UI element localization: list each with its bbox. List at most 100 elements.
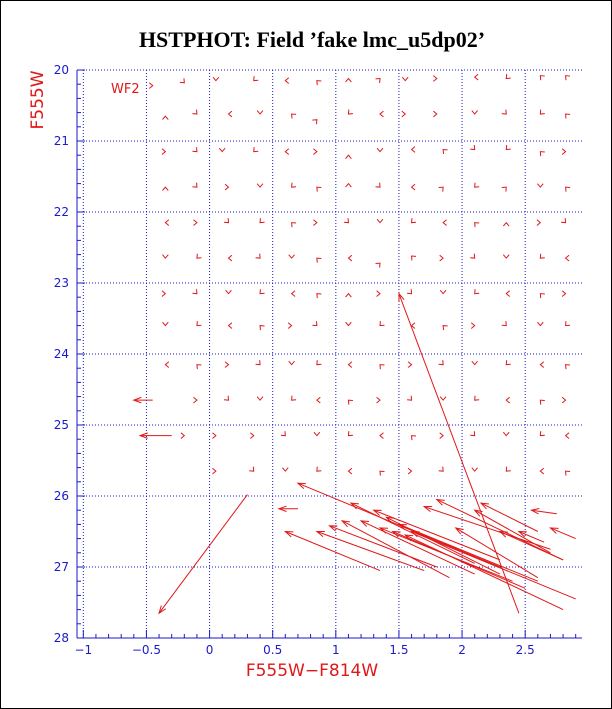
vector-arrow: [329, 525, 437, 568]
vector-marker: [316, 360, 322, 366]
vector-marker: [537, 321, 544, 327]
vector-marker: [539, 293, 545, 299]
vector-marker: [164, 219, 170, 226]
vector-marker: [290, 290, 296, 297]
vector-marker: [565, 113, 571, 119]
vector-arrow: [158, 494, 248, 614]
vector-marker: [505, 290, 511, 297]
x-tick-label: 0: [206, 643, 214, 657]
vector-marker: [407, 467, 413, 475]
vector-marker: [192, 289, 198, 295]
vector-marker: [539, 361, 545, 368]
vector-marker: [291, 222, 297, 228]
vector-arrow: [297, 482, 501, 568]
vector-marker: [539, 253, 545, 259]
vector-marker: [345, 321, 352, 327]
vector-marker: [343, 218, 349, 224]
vector-marker: [224, 361, 230, 368]
vector-marker: [193, 219, 198, 226]
y-tick-label: 20: [54, 63, 69, 77]
vector-arrow: [373, 509, 501, 561]
y-axis-label: F555W: [28, 70, 48, 129]
vector-arrow-head: [422, 505, 433, 513]
y-tick-label: 27: [54, 560, 69, 574]
vector-marker: [162, 115, 169, 120]
vector-marker: [347, 109, 353, 115]
vector-marker: [407, 395, 413, 401]
vector-marker: [565, 186, 571, 192]
vector-marker: [539, 467, 545, 475]
vector-arrow-head: [403, 534, 414, 542]
y-tick-label: 21: [54, 134, 69, 148]
vector-marker: [148, 82, 154, 89]
vector-marker: [439, 432, 444, 439]
vector-marker: [347, 361, 353, 368]
y-tick-label: 25: [54, 418, 69, 432]
vector-arrow-head: [410, 530, 420, 538]
vector-marker: [316, 186, 322, 192]
vector-arrow: [398, 293, 520, 614]
vector-marker: [345, 154, 352, 159]
vector-marker: [501, 321, 507, 327]
vector-marker: [347, 467, 353, 475]
vector-arrow: [518, 531, 545, 543]
vector-marker: [255, 360, 261, 366]
vector-arrow: [531, 509, 557, 515]
vector-marker: [470, 144, 476, 151]
vector-marker: [223, 218, 230, 224]
vector-marker: [376, 396, 381, 404]
vector-marker: [249, 466, 255, 472]
vector-marker: [316, 293, 322, 299]
vector-arrow-head: [517, 530, 527, 538]
vector-arrow-head: [378, 527, 389, 534]
vector-marker: [473, 73, 479, 81]
vector-marker: [442, 148, 448, 155]
vector-arrow-head: [277, 505, 287, 512]
vector-marker: [565, 321, 571, 327]
vector-marker: [179, 78, 185, 84]
vector-marker: [347, 431, 353, 437]
vector-arrow-head: [398, 292, 405, 302]
vector-arrow: [499, 531, 564, 561]
vector-marker: [433, 75, 438, 82]
vector-marker: [561, 148, 567, 155]
vector-marker: [253, 76, 259, 82]
vector-marker: [162, 186, 169, 191]
vector-arrow-head: [132, 396, 142, 404]
vector-arrow: [285, 531, 381, 572]
vector-arrow-head: [158, 605, 167, 615]
vector-marker: [438, 360, 444, 366]
vector-marker: [505, 360, 511, 366]
vector-marker: [212, 467, 217, 475]
vector-marker: [401, 110, 407, 118]
vector-marker: [501, 186, 507, 192]
vector-arrow-head: [435, 498, 445, 506]
y-tick-label: 28: [54, 631, 69, 645]
x-tick-label: 1.5: [389, 643, 408, 657]
vector-marker: [470, 322, 476, 329]
vector-marker: [288, 254, 295, 259]
vector-marker: [442, 219, 447, 226]
vector-marker: [474, 289, 480, 295]
vector-marker: [410, 146, 416, 153]
vector-marker: [347, 399, 353, 405]
vector-marker: [536, 219, 542, 226]
vector-marker: [253, 147, 259, 153]
vector-marker: [161, 148, 167, 155]
vector-arrow: [436, 499, 564, 561]
vector-marker: [505, 73, 511, 80]
vector-marker: [375, 77, 381, 84]
x-tick-label: 2.5: [516, 643, 535, 657]
vector-marker: [255, 253, 261, 259]
vector-marker: [564, 254, 570, 262]
vector-arrow: [341, 520, 450, 579]
vector-marker: [501, 109, 507, 115]
chart-title: HSTPHOT: Field ’fake lmc_u5dp02’: [139, 27, 485, 52]
vector-marker: [192, 109, 198, 115]
vector-arrow: [411, 531, 576, 600]
vector-marker: [291, 113, 297, 119]
x-tick-label: 2: [458, 643, 466, 657]
vector-marker: [505, 144, 511, 151]
x-tick-label: 0.5: [263, 643, 282, 657]
